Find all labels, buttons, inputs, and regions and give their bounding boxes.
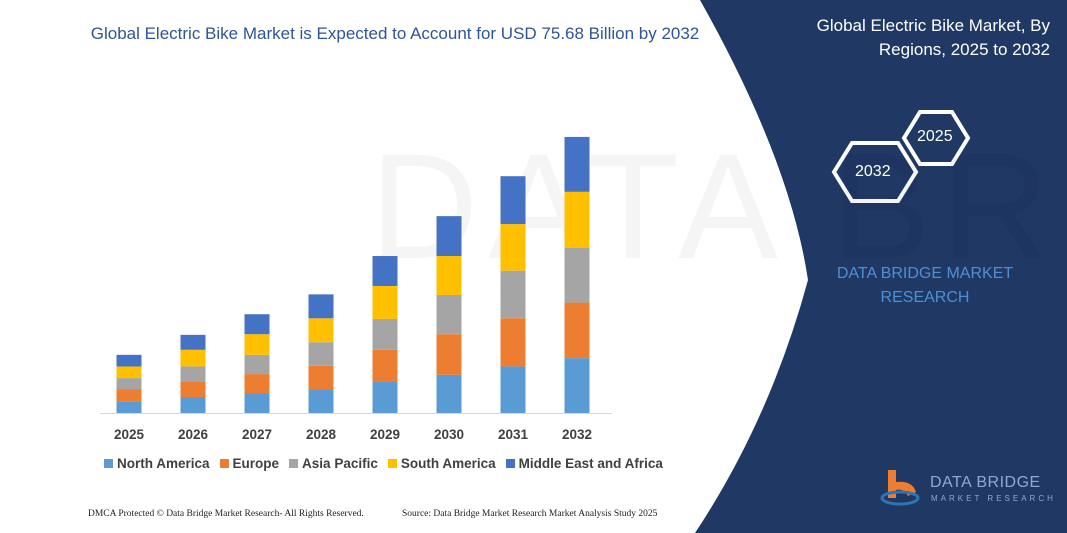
x-tick-label: 2028 bbox=[306, 427, 337, 442]
bar-2032-asia-pacific bbox=[564, 247, 590, 303]
side-panel-title: Global Electric Bike Market, By Regions,… bbox=[816, 16, 1050, 59]
bar-2025-north-america bbox=[116, 401, 142, 413]
x-tick-label: 2029 bbox=[370, 427, 400, 442]
bar-2030-middle-east-and-africa bbox=[436, 216, 462, 257]
bar-2026-south-america bbox=[180, 349, 206, 367]
legend-swatch bbox=[104, 459, 113, 468]
legend-swatch bbox=[505, 459, 515, 468]
bar-2029-asia-pacific bbox=[372, 318, 398, 350]
side-panel bbox=[695, 0, 1067, 533]
x-tick-label: 2026 bbox=[178, 427, 209, 442]
bar-2031-south-america bbox=[500, 224, 526, 271]
footer-source: Source: Data Bridge Market Research Mark… bbox=[402, 509, 658, 519]
bar-2026-europe bbox=[180, 381, 206, 398]
bar-2027-europe bbox=[244, 374, 270, 394]
bar-2027-asia-pacific bbox=[244, 354, 270, 375]
stacked-bar-chart: 2025 2026 2027 2028 2029 2030 2031 2032 bbox=[100, 136, 612, 442]
logo-icon bbox=[880, 470, 920, 506]
legend-label: South America bbox=[400, 456, 496, 471]
bar-2025-europe bbox=[116, 389, 142, 402]
x-tick-label: 2032 bbox=[562, 427, 592, 442]
bar-2030-asia-pacific bbox=[436, 294, 462, 335]
legend-item: South America bbox=[387, 456, 496, 471]
legend-swatch bbox=[387, 459, 397, 468]
bar-2028-north-america bbox=[308, 389, 334, 413]
x-tick-label: 2025 bbox=[114, 427, 145, 442]
bar-2027-south-america bbox=[244, 334, 270, 355]
bar-2029-south-america bbox=[372, 285, 398, 319]
legend-label: Middle East and Africa bbox=[518, 456, 663, 471]
legend-label: Asia Pacific bbox=[302, 456, 378, 471]
bar-2032-europe bbox=[564, 302, 590, 359]
x-tick-label: 2027 bbox=[242, 427, 272, 442]
chart-title: Global Electric Bike Market is Expected … bbox=[90, 24, 700, 43]
legend-item: Asia Pacific bbox=[289, 456, 378, 471]
bar-2025-middle-east-and-africa bbox=[116, 354, 142, 367]
bar-2030-europe bbox=[436, 334, 462, 375]
legend: North America Europe Asia Pacific South Ame… bbox=[104, 456, 663, 471]
bar-2030-south-america bbox=[436, 256, 462, 295]
bar-2028-asia-pacific bbox=[308, 342, 334, 366]
footer-copyright: DMCA Protected © Data Bridge Market Rese… bbox=[88, 509, 364, 519]
legend-swatch bbox=[289, 459, 299, 468]
bar-2029-north-america bbox=[372, 381, 398, 413]
bar-2028-europe bbox=[308, 365, 334, 390]
bar-2025-south-america bbox=[116, 366, 142, 379]
bar-2025-asia-pacific bbox=[116, 378, 142, 390]
logo-subtext: MARKET RESEARCH bbox=[931, 494, 1056, 503]
legend-item: Europe bbox=[219, 456, 280, 471]
legend-item: Middle East and Africa bbox=[505, 456, 663, 471]
bar-2028-middle-east-and-africa bbox=[308, 294, 334, 319]
bar-2029-europe bbox=[372, 349, 398, 382]
bar-2031-europe bbox=[500, 318, 526, 367]
bar-2029-middle-east-and-africa bbox=[372, 256, 398, 286]
hex-label-2025: 2025 bbox=[917, 128, 953, 145]
bar-2030-north-america bbox=[436, 374, 462, 413]
bar-2026-asia-pacific bbox=[180, 366, 206, 382]
legend-item: North America bbox=[104, 456, 210, 471]
bar-2032-north-america bbox=[564, 358, 590, 413]
hexagon-2025 bbox=[901, 110, 971, 166]
legend-label: Europe bbox=[232, 456, 280, 471]
bar-2028-south-america bbox=[308, 318, 334, 343]
bar-2032-south-america bbox=[564, 191, 590, 248]
bar-2032-middle-east-and-africa bbox=[564, 136, 590, 192]
hexagon-2032 bbox=[831, 141, 919, 203]
legend-swatch bbox=[219, 459, 229, 468]
bar-2027-middle-east-and-africa bbox=[244, 314, 270, 335]
bar-2031-middle-east-and-africa bbox=[500, 176, 526, 225]
x-tick-label: 2031 bbox=[498, 427, 529, 442]
hex-label-2032: 2032 bbox=[855, 163, 891, 180]
brand-text: DATA BRIDGE MARKET RESEARCH bbox=[836, 265, 1014, 306]
bar-2026-north-america bbox=[180, 397, 206, 413]
bar-2027-north-america bbox=[244, 393, 270, 413]
bar-2031-north-america bbox=[500, 366, 526, 413]
x-tick-label: 2030 bbox=[434, 427, 464, 442]
bar-2031-asia-pacific bbox=[500, 270, 526, 319]
legend-label: North America bbox=[117, 456, 210, 471]
logo-text: DATA BRIDGE bbox=[930, 474, 1041, 491]
bar-2026-middle-east-and-africa bbox=[180, 334, 206, 350]
